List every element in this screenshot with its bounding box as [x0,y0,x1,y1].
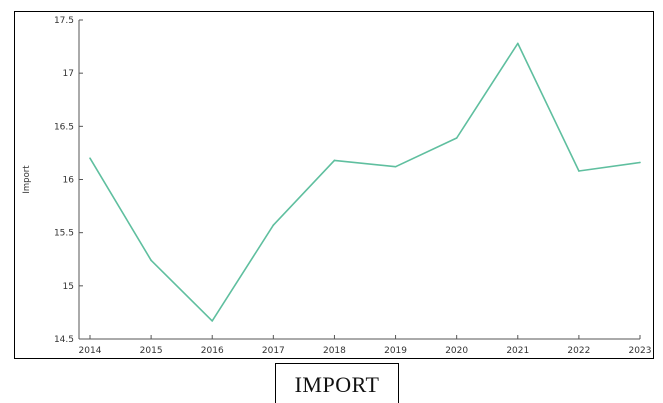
y-tick-label: 15 [63,282,74,292]
x-tick-label: 2018 [323,346,346,356]
y-tick-label: 15.5 [54,229,74,239]
chart-frame: 14.5 15 15.5 16 16.5 17 17.5 2014 2015 2016 2017 2… [14,11,654,359]
series-group [89,42,641,322]
caption-box: IMPORT [275,363,399,403]
x-tick-label: 2019 [384,346,407,356]
caption-label: IMPORT [294,372,380,397]
y-axis-title: Import [22,165,32,194]
chart-axes [78,20,640,340]
series-line [89,42,641,322]
x-tick-label: 2014 [79,346,102,356]
x-tick-label: 2016 [201,346,224,356]
data-point [578,170,580,172]
y-tick-label: 16.5 [54,122,74,132]
x-tick-label: 2020 [445,346,468,356]
data-point [639,161,641,164]
x-tick-label: 2015 [140,346,163,356]
data-point [394,165,397,168]
x-tick-label: 2023 [629,346,652,356]
data-point [516,42,519,45]
y-tick-label: 17 [63,69,74,79]
x-tick-label: 2022 [567,346,590,356]
y-tick-labels: 14.5 15 15.5 16 16.5 17 17.5 [54,16,83,345]
y-tick-label: 16 [63,176,75,186]
data-point [333,159,336,162]
x-tick-labels: 2014 2015 2016 2017 2018 2019 2020 2021 2022 2023 [79,335,652,356]
data-point [89,157,91,160]
x-tick-label: 2021 [506,346,529,356]
x-tick-label: 2017 [262,346,285,356]
data-point [455,137,458,139]
y-tick-label: 17.5 [54,16,74,26]
y-tick-label: 14.5 [54,335,74,345]
data-point [150,259,152,262]
data-point [272,224,275,227]
data-point [211,320,214,322]
